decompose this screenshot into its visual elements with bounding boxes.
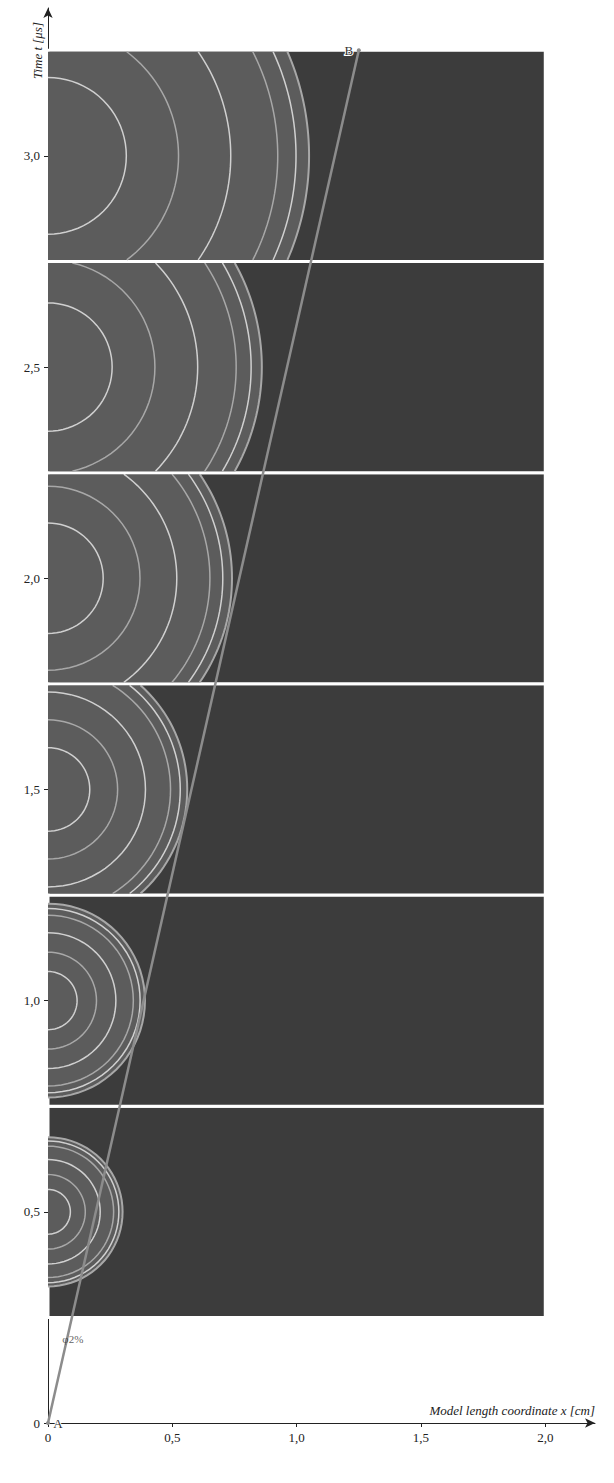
svg-text:B: B [344,43,353,58]
svg-text:3,0: 3,0 [24,148,40,163]
svg-text:A: A [53,1416,63,1431]
svg-text:0: 0 [34,1416,41,1431]
svg-text:1,0: 1,0 [24,993,40,1008]
svg-text:2,0: 2,0 [24,571,40,586]
svg-text:1,0: 1,0 [289,1430,305,1445]
svg-text:Model length coordinate x [cm]: Model length coordinate x [cm] [428,1403,595,1418]
svg-text:0: 0 [45,1430,52,1445]
svg-text:φ2%: φ2% [62,1333,83,1345]
svg-text:1,5: 1,5 [413,1430,429,1445]
svg-text:0,5: 0,5 [164,1430,180,1445]
svg-text:Time t [μs]: Time t [μs] [30,22,45,79]
svg-text:2,0: 2,0 [537,1430,553,1445]
svg-text:2,5: 2,5 [24,360,40,375]
svg-text:0,5: 0,5 [24,1204,40,1219]
svg-text:1,5: 1,5 [24,782,40,797]
